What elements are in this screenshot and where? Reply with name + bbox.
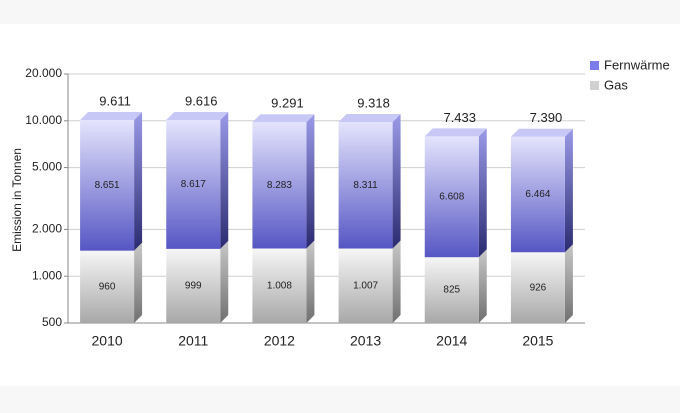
- total-label: 9.616: [185, 93, 218, 108]
- bar: [252, 122, 307, 249]
- bar-side: [220, 240, 229, 323]
- total-label: 9.611: [99, 93, 131, 108]
- data-label: 1.007: [353, 280, 378, 291]
- data-label: 6.608: [439, 191, 464, 202]
- bar: [166, 120, 221, 249]
- y-tick-label: 2.000: [32, 222, 62, 236]
- bar-side: [564, 244, 573, 323]
- total-label: 7.433: [443, 110, 476, 125]
- bar: [424, 257, 479, 323]
- bar: [338, 248, 393, 323]
- data-label: 8.617: [181, 179, 206, 190]
- x-tick-label: 2011: [178, 333, 208, 349]
- x-tick-label: 2012: [264, 333, 295, 349]
- y-tick-label: 5.000: [32, 160, 62, 174]
- total-label: 9.291: [271, 96, 304, 111]
- bar-side: [478, 128, 487, 258]
- y-axis-label: Emission in Tonnen: [10, 148, 24, 252]
- bar: [80, 120, 135, 251]
- legend-swatch: [590, 81, 599, 90]
- bar-top: [252, 114, 315, 123]
- bar: [80, 250, 135, 323]
- bar-side: [392, 114, 401, 249]
- x-tick-label: 2015: [522, 333, 553, 349]
- data-label: 8.651: [95, 180, 120, 191]
- top-band: [0, 0, 680, 24]
- data-label: 926: [530, 282, 547, 293]
- bar-top: [338, 114, 401, 123]
- y-tick-label: 1.000: [32, 268, 62, 282]
- bar-side: [220, 112, 229, 249]
- data-label: 999: [185, 281, 202, 292]
- y-tick-label: 10.000: [25, 113, 62, 127]
- bar: [338, 122, 393, 249]
- data-label: 1.008: [267, 280, 292, 291]
- y-tick-label: 500: [42, 315, 62, 329]
- bar-side: [134, 112, 143, 251]
- y-tick-label: 20.000: [25, 66, 62, 80]
- bar: [510, 136, 565, 253]
- bar-top: [424, 128, 487, 137]
- bar-top: [80, 112, 143, 121]
- total-label: 9.318: [357, 95, 390, 110]
- data-label: 8.311: [353, 180, 378, 191]
- bar: [510, 252, 565, 323]
- legend-label: Gas: [604, 77, 628, 92]
- total-label: 7.390: [530, 110, 563, 125]
- bar-side: [478, 249, 487, 323]
- bar: [424, 136, 479, 258]
- bar: [166, 248, 221, 323]
- bar-side: [306, 114, 315, 249]
- x-tick-label: 2010: [92, 333, 123, 349]
- bar: [252, 248, 307, 323]
- bar-top: [166, 112, 229, 121]
- x-tick-label: 2013: [350, 333, 381, 349]
- bar-side: [306, 240, 315, 323]
- data-label: 8.283: [267, 180, 292, 191]
- bottom-band: [0, 386, 680, 413]
- data-label: 6.464: [525, 189, 550, 200]
- bar-side: [392, 240, 401, 323]
- data-label: 825: [443, 285, 460, 296]
- legend-label: Fernwärme: [604, 57, 670, 72]
- bar-side: [564, 128, 573, 253]
- bar-side: [134, 242, 143, 323]
- x-tick-label: 2014: [436, 333, 467, 349]
- bar-top: [510, 128, 573, 137]
- data-label: 960: [99, 281, 116, 292]
- legend-swatch: [590, 61, 599, 70]
